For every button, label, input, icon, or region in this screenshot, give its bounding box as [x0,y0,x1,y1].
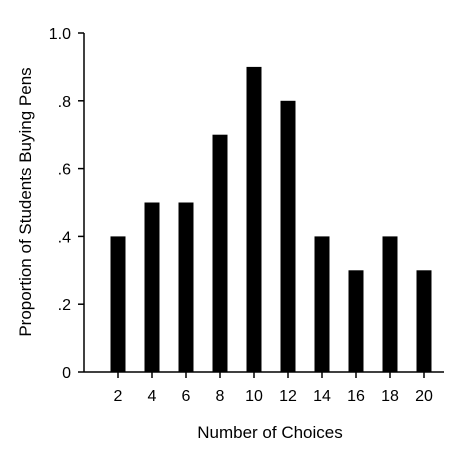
x-ticks: 2 4 6 8 10 12 14 16 18 20 [114,372,433,405]
bar-4 [144,202,160,372]
x-tick-label: 6 [182,388,191,405]
x-tick-label: 18 [381,388,399,405]
y-tick-label: .2 [58,297,71,314]
y-tick-label: .4 [58,229,71,246]
bar-14 [314,236,330,372]
y-tick-label: .6 [58,162,71,179]
bar-18 [382,236,398,372]
bar-6 [178,202,194,372]
y-tick-label: 1.0 [49,26,71,43]
x-tick-label: 16 [347,388,365,405]
x-tick-label: 2 [114,388,123,405]
x-tick-label: 14 [313,388,331,405]
y-tick-label: .8 [58,94,71,111]
y-ticks: 0 .2 .4 .6 .8 1.0 [49,26,84,382]
x-tick-label: 20 [415,388,433,405]
x-axis: 2 4 6 8 10 12 14 16 18 20 [84,371,444,405]
x-axis-title: Number of Choices [197,423,343,442]
x-tick-label: 4 [148,388,157,405]
bar-10 [246,66,262,373]
bar-2 [110,236,126,372]
bar-8 [212,134,228,372]
bar-12 [280,100,296,373]
x-tick-label: 12 [279,388,297,405]
y-axis: 0 .2 .4 .6 .8 1.0 [49,26,85,382]
bar-16 [348,270,364,372]
x-tick-label: 8 [216,388,225,405]
bar-20 [416,270,432,372]
y-axis-title: Proportion of Students Buying Pens [16,67,35,336]
y-tick-label: 0 [62,365,71,382]
x-tick-label: 10 [245,388,263,405]
bars [110,66,432,373]
